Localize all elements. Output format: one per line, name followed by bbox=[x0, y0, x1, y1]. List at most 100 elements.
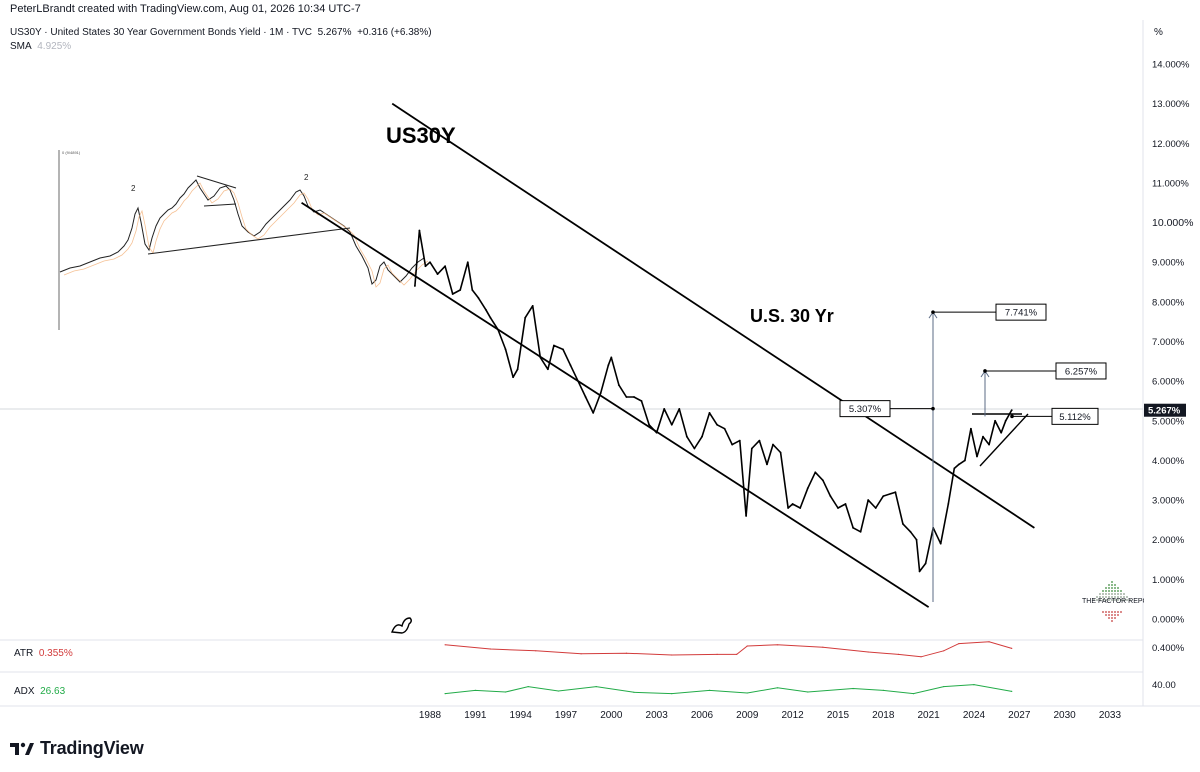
price-point bbox=[584, 396, 587, 398]
symbol-header: US30Y · United States 30 Year Government… bbox=[10, 27, 432, 38]
unit-symbol: % bbox=[1154, 27, 1163, 38]
factor-logo-dot bbox=[1126, 596, 1128, 598]
price-point bbox=[976, 455, 978, 458]
factor-logo-dot bbox=[1105, 587, 1107, 589]
factor-logo-dot bbox=[1108, 587, 1110, 589]
target-box bbox=[1055, 362, 1107, 380]
x-tick-label: 2000 bbox=[600, 710, 623, 721]
price-line bbox=[414, 229, 1013, 573]
price-point bbox=[915, 538, 918, 541]
factor-logo-dot bbox=[1126, 599, 1128, 601]
price-point bbox=[821, 479, 824, 482]
adx-axis-label: 40.00 bbox=[1152, 680, 1176, 691]
adx-point bbox=[504, 691, 507, 693]
price-point bbox=[918, 570, 921, 573]
inset-wedge-bottom bbox=[203, 203, 237, 207]
price-point bbox=[970, 427, 972, 430]
target-dot bbox=[983, 369, 987, 373]
price-point bbox=[909, 530, 912, 533]
price-point bbox=[791, 503, 794, 505]
tradingview-brand[interactable]: TradingView bbox=[10, 738, 144, 759]
price-point bbox=[758, 439, 761, 442]
adx-point bbox=[633, 691, 635, 693]
factor-logo-dot bbox=[1108, 611, 1110, 613]
atr-point bbox=[444, 644, 446, 646]
factor-logo-dot bbox=[1114, 596, 1116, 598]
atr-legend[interactable]: ATR 0.355% bbox=[14, 648, 73, 659]
price-point bbox=[418, 229, 421, 232]
target-label: 7.741% bbox=[1005, 308, 1038, 319]
factor-logo-dot bbox=[1105, 599, 1107, 601]
price-targets: 7.741% 6.257% 5.307% 5.112% bbox=[839, 303, 1107, 602]
last-value-badge bbox=[1144, 403, 1186, 417]
atr-line bbox=[445, 641, 1012, 658]
y-tick-label: 1.000% bbox=[1152, 575, 1185, 586]
factor-logo-dot bbox=[1108, 596, 1110, 598]
adx-point bbox=[595, 685, 597, 688]
y-tick-label: 11.000% bbox=[1152, 178, 1189, 189]
atr-point bbox=[867, 651, 869, 653]
factor-logo-dot bbox=[1114, 599, 1116, 601]
price-point bbox=[471, 289, 474, 291]
target-dot bbox=[1010, 414, 1014, 419]
y-tick-label: 0.000% bbox=[1152, 615, 1185, 626]
price-point bbox=[424, 265, 427, 268]
x-tick-label: 2027 bbox=[1008, 710, 1031, 721]
factor-logo-dot bbox=[1120, 590, 1122, 592]
factor-logo-dot bbox=[1123, 599, 1125, 601]
price-point bbox=[546, 368, 549, 371]
factor-logo-dot bbox=[1117, 593, 1119, 595]
factor-watermark: THE FACTOR REPC bbox=[1082, 598, 1144, 605]
inset-marker: 2 bbox=[131, 184, 136, 193]
factor-logo-dot bbox=[1105, 593, 1107, 595]
x-tick-label: 2003 bbox=[646, 710, 669, 721]
y-tick-label: 2.000% bbox=[1152, 535, 1185, 546]
price-point bbox=[477, 297, 480, 299]
factor-logo-dot bbox=[1123, 596, 1125, 598]
atr-point bbox=[671, 654, 673, 656]
factor-logo-dot bbox=[1123, 593, 1125, 595]
last-value-badge-label: 5.267% bbox=[1148, 406, 1181, 417]
price-point bbox=[436, 273, 439, 276]
price-point bbox=[982, 435, 984, 438]
factor-logo-dot bbox=[1102, 611, 1104, 613]
sma-label: SMA bbox=[10, 41, 32, 52]
target-label: 6.257% bbox=[1065, 366, 1098, 377]
atr-point bbox=[746, 645, 748, 647]
price-series bbox=[413, 229, 1013, 573]
credit-line: PeterLBrandt created with TradingView.co… bbox=[10, 3, 361, 15]
adx-point bbox=[912, 693, 915, 695]
price-point bbox=[685, 435, 688, 438]
y-tick-label: 12.000% bbox=[1152, 139, 1190, 150]
factor-logo-dot bbox=[1099, 599, 1101, 601]
factor-logo-dot bbox=[1108, 599, 1110, 601]
adx-point bbox=[557, 690, 560, 692]
symbol-line[interactable]: US30Y · United States 30 Year Government… bbox=[10, 27, 313, 38]
tradingview-logo-icon bbox=[10, 742, 34, 755]
price-point bbox=[413, 285, 416, 287]
channel-lower-line bbox=[301, 202, 930, 608]
atr-point bbox=[822, 646, 824, 648]
price-point bbox=[553, 344, 555, 347]
atr-point bbox=[580, 653, 582, 655]
factor-logo-dot bbox=[1120, 611, 1122, 613]
adx-point bbox=[746, 692, 748, 694]
price-point bbox=[814, 471, 817, 474]
price-point bbox=[750, 447, 753, 450]
factor-logo-dot bbox=[1111, 611, 1113, 613]
indicator-panes bbox=[444, 641, 1013, 695]
sma-legend[interactable]: SMA 4.925% bbox=[10, 41, 71, 52]
y-tick-label: 8.000% bbox=[1152, 297, 1185, 308]
price-point bbox=[524, 316, 527, 319]
x-tick-label: 1994 bbox=[510, 710, 533, 721]
inset-wedge-top bbox=[196, 175, 237, 189]
price-point bbox=[779, 451, 782, 454]
adx-legend[interactable]: ADX 26.63 bbox=[14, 686, 65, 697]
y-tick-label: 3.000% bbox=[1152, 496, 1185, 507]
factor-logo-dot bbox=[1093, 599, 1095, 601]
atr-point bbox=[736, 653, 738, 656]
price-point bbox=[531, 304, 534, 307]
x-tick-label: 1997 bbox=[555, 710, 578, 721]
factor-logo-dot bbox=[1108, 584, 1110, 586]
